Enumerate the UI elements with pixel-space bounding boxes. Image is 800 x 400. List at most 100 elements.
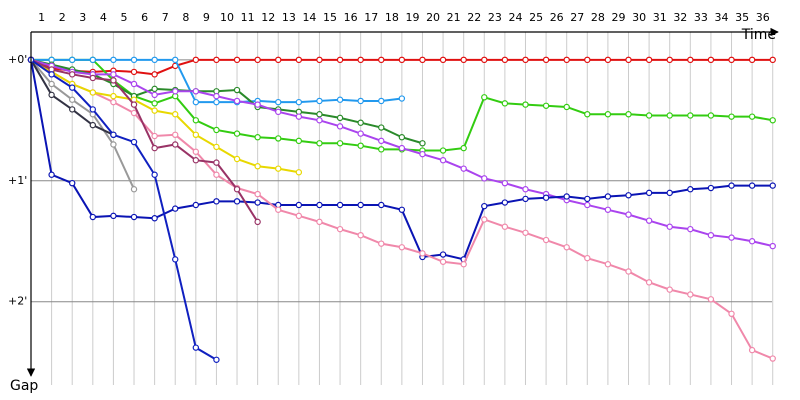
data-point (563, 103, 570, 111)
data-point (336, 96, 344, 103)
data-point (419, 150, 426, 158)
data-point (604, 206, 612, 213)
data-point (419, 140, 426, 147)
data-point (130, 138, 138, 146)
data-point (151, 171, 158, 178)
data-point (522, 229, 529, 236)
data-point (275, 98, 282, 106)
data-point (151, 71, 158, 78)
data-point (501, 223, 509, 230)
data-point (110, 56, 117, 64)
data-point (316, 56, 323, 64)
data-point (481, 56, 488, 64)
data-point (151, 132, 158, 140)
data-point (481, 94, 488, 101)
x-tick-label: 26 (550, 11, 564, 24)
data-point (398, 134, 406, 141)
x-tick-label: 29 (612, 11, 626, 24)
data-point (213, 143, 220, 151)
data-point (295, 201, 303, 209)
data-point (419, 56, 426, 64)
data-point (542, 102, 550, 109)
data-point (481, 202, 488, 210)
y-tick-label: +2' (8, 295, 27, 308)
data-point (336, 140, 344, 147)
series-line (30, 59, 217, 361)
data-point (130, 68, 138, 76)
data-point (769, 182, 776, 189)
x-tick-label: 17 (364, 11, 378, 24)
data-point (316, 111, 323, 118)
x-tick-label: 16 (344, 11, 358, 24)
y-tick-label: +1' (8, 174, 27, 187)
data-point (110, 98, 117, 106)
data-point (378, 97, 385, 105)
data-point (357, 97, 364, 105)
data-point (130, 213, 138, 221)
data-point (728, 56, 735, 64)
data-point (604, 193, 612, 200)
data-point (666, 189, 673, 197)
data-point (110, 71, 117, 78)
data-point (625, 111, 632, 118)
x-tick-label: 3 (79, 11, 86, 24)
series-line (30, 58, 423, 145)
data-point (522, 56, 529, 64)
data-point (707, 296, 715, 303)
data-point (213, 171, 220, 178)
y-axis-label: Gap (10, 378, 38, 394)
data-point (254, 199, 261, 206)
data-point (625, 56, 632, 64)
data-point (254, 218, 261, 226)
data-point (707, 112, 715, 119)
data-point (645, 217, 653, 224)
data-point (192, 344, 200, 351)
series-line (30, 58, 300, 174)
data-point (192, 56, 200, 64)
data-point (151, 85, 158, 93)
x-tick-label: 18 (385, 11, 399, 24)
data-point (687, 186, 694, 193)
data-point (645, 189, 653, 197)
data-point (357, 231, 364, 239)
data-point (625, 192, 632, 199)
data-point (728, 234, 735, 241)
data-point (378, 146, 385, 153)
data-point (275, 135, 282, 142)
data-point (748, 182, 756, 189)
x-tick-label: 2 (59, 11, 66, 24)
x-tick-label: 8 (182, 11, 189, 24)
x-tick-label: 6 (141, 11, 148, 24)
data-point (769, 56, 776, 64)
data-point (687, 112, 694, 119)
data-point (748, 238, 756, 245)
x-tick-label: 27 (570, 11, 584, 24)
data-point (213, 198, 220, 205)
data-point (110, 77, 117, 84)
data-point (584, 201, 591, 209)
data-point (89, 74, 97, 82)
data-point (563, 56, 570, 64)
data-point (275, 108, 282, 116)
x-tick-label: 22 (467, 11, 481, 24)
data-point (254, 163, 261, 170)
data-point (316, 97, 323, 105)
data-point (398, 244, 406, 251)
data-point (110, 92, 117, 100)
data-point (89, 121, 97, 129)
data-point (275, 56, 282, 64)
data-point (481, 175, 488, 182)
data-point (316, 201, 323, 209)
x-tick-label: 13 (282, 11, 296, 24)
data-point (151, 56, 158, 64)
data-point (357, 56, 364, 64)
data-point (398, 206, 406, 213)
data-point (542, 236, 550, 244)
data-point (522, 101, 529, 108)
data-point (501, 179, 509, 187)
data-point (707, 184, 715, 192)
data-point (398, 95, 406, 102)
data-point (192, 98, 200, 106)
data-point (172, 205, 179, 212)
data-point (295, 56, 303, 64)
